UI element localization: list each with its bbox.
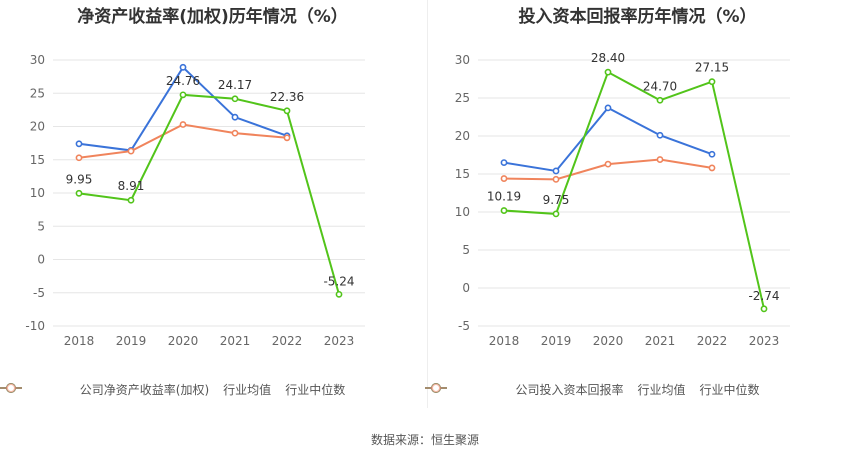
roic-chart-legend: 公司投入资本回报率 行业均值 行业中位数 xyxy=(425,381,850,398)
y-tick-label: -10 xyxy=(25,319,45,333)
legend-item-industry-mean[interactable]: 行业均值 xyxy=(0,381,272,398)
legend-label: 行业均值 xyxy=(637,383,686,397)
y-tick-label: 25 xyxy=(455,91,470,105)
data-label: 10.19 xyxy=(487,190,521,204)
legend-item-industry-median[interactable]: 行业中位数 xyxy=(0,381,346,398)
industry-mean-data-point xyxy=(500,159,508,166)
legend-label: 行业均值 xyxy=(223,383,272,397)
y-tick-label: 15 xyxy=(30,153,45,167)
data-label: 24.17 xyxy=(218,78,252,92)
roe-chart-panel: -10 -5 0 5 10 15 20 25 30 2018 2019 2020 2021 2022 202… xyxy=(0,0,425,410)
roic-line-chart: -5 0 5 10 15 20 25 30 2018 2019 2020 2021 2022 2023 10… xyxy=(455,51,790,348)
company-data-point xyxy=(283,107,291,115)
x-tick-label: 2018 xyxy=(489,334,520,348)
x-tick-label: 2019 xyxy=(541,334,572,348)
legend-item-industry-median[interactable]: 行业中位数 xyxy=(425,381,760,398)
legend-label: 公司投入资本回报率 xyxy=(515,383,624,397)
industry-median-data-point xyxy=(127,147,135,155)
y-tick-label: -5 xyxy=(458,319,470,333)
company-data-point xyxy=(335,290,343,298)
industry-median-data-point xyxy=(179,121,187,128)
company-data-point xyxy=(604,68,612,76)
company-series-line xyxy=(78,93,340,295)
y-tick-label: 25 xyxy=(30,86,45,100)
roic-chart-panel: -5 0 5 10 15 20 25 30 2018 2019 2020 2021 2022 2023 10… xyxy=(425,0,850,410)
company-data-point xyxy=(179,91,187,99)
x-tick-label: 2020 xyxy=(168,334,199,348)
x-tick-label: 2019 xyxy=(116,334,147,348)
legend-marker-icon xyxy=(425,383,447,393)
roic-chart-title: 投入资本回报率历年情况（%） xyxy=(518,7,757,27)
y-tick-label: 5 xyxy=(37,219,45,233)
industry-median-data-point xyxy=(283,134,291,142)
data-source-note: 数据来源：恒生聚源 xyxy=(370,433,479,447)
data-label: 22.36 xyxy=(270,90,304,104)
industry-median-data-point xyxy=(75,154,83,162)
industry-median-data-point xyxy=(708,164,716,172)
x-tick-label: 2021 xyxy=(220,334,251,348)
x-tick-label: 2023 xyxy=(324,334,355,348)
x-tick-label: 2021 xyxy=(645,334,676,348)
x-tick-label: 2018 xyxy=(64,334,95,348)
industry-mean-data-point xyxy=(179,63,187,71)
industry-median-data-point xyxy=(656,156,664,163)
legend-marker-icon xyxy=(0,383,22,393)
legend-label: 公司净资产收益率(加权) xyxy=(79,383,210,397)
roe-chart-legend: 公司净资产收益率(加权) 行业均值 行业中位数 xyxy=(0,381,425,398)
data-label: 27.15 xyxy=(695,61,729,75)
y-tick-label: 5 xyxy=(462,243,470,257)
panel-divider xyxy=(427,0,428,408)
y-tick-label: 10 xyxy=(455,205,470,219)
legend-item-industry-mean[interactable]: 行业均值 xyxy=(425,381,686,398)
x-tick-label: 2022 xyxy=(272,334,303,348)
data-label: 28.40 xyxy=(591,51,625,65)
industry-mean-data-point xyxy=(656,131,664,139)
data-label: 24.70 xyxy=(643,79,677,93)
industry-mean-data-point xyxy=(552,167,560,175)
y-tick-label: 30 xyxy=(30,53,45,67)
company-data-point xyxy=(708,78,716,86)
company-data-point xyxy=(231,95,239,103)
data-label: 8.91 xyxy=(118,179,145,193)
industry-median-data-point xyxy=(231,129,239,137)
industry-median-series-line xyxy=(78,123,288,159)
y-tick-label: 20 xyxy=(455,129,470,143)
legend-label: 行业中位数 xyxy=(699,383,760,397)
industry-median-data-point xyxy=(604,160,612,168)
industry-median-data-point xyxy=(500,175,508,182)
data-label: -2.74 xyxy=(748,289,779,303)
industry-mean-data-point xyxy=(231,113,239,121)
x-tick-label: 2022 xyxy=(697,334,728,348)
x-tick-label: 2023 xyxy=(749,334,780,348)
data-label: 24.76 xyxy=(166,74,200,88)
roe-line-chart: -10 -5 0 5 10 15 20 25 30 2018 2019 2020 2021 2022 202… xyxy=(25,53,365,348)
y-tick-label: 0 xyxy=(462,281,470,295)
industry-median-data-point xyxy=(552,175,560,183)
industry-mean-data-point xyxy=(708,150,716,158)
y-tick-label: 15 xyxy=(455,167,470,181)
data-label: -5.24 xyxy=(323,274,354,288)
legend-label: 行业中位数 xyxy=(285,383,346,397)
industry-mean-data-point xyxy=(604,104,612,112)
company-data-point xyxy=(656,96,664,104)
y-tick-label: 10 xyxy=(30,186,45,200)
industry-mean-data-point xyxy=(75,140,83,148)
y-tick-label: 0 xyxy=(37,253,45,267)
legend-item-company[interactable]: 公司净资产收益率(加权) xyxy=(0,381,210,398)
x-tick-label: 2020 xyxy=(593,334,624,348)
data-label: 9.75 xyxy=(543,193,570,207)
roe-chart-title: 净资产收益率(加权)历年情况（%） xyxy=(77,7,348,27)
company-data-point xyxy=(552,210,560,218)
legend-item-company[interactable]: 公司投入资本回报率 xyxy=(425,381,624,398)
data-label: 9.95 xyxy=(66,172,93,186)
company-data-point xyxy=(760,305,768,313)
company-data-point xyxy=(75,189,83,197)
y-tick-label: 30 xyxy=(455,53,470,67)
y-tick-label: 20 xyxy=(30,120,45,134)
company-data-point xyxy=(500,207,508,214)
company-series-line xyxy=(503,70,765,310)
company-data-point xyxy=(127,196,135,204)
y-tick-label: -5 xyxy=(33,286,45,300)
